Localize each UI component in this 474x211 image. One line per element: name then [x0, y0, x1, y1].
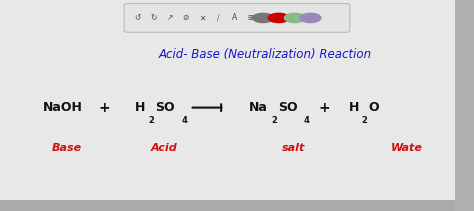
Circle shape [253, 13, 273, 23]
Text: Wate: Wate [391, 143, 423, 153]
Text: 2: 2 [362, 116, 367, 125]
Text: Na: Na [249, 101, 268, 114]
Circle shape [268, 13, 289, 23]
Text: ↗: ↗ [166, 14, 173, 22]
Text: SO: SO [155, 101, 174, 114]
Text: /: / [217, 14, 219, 22]
Text: ⊘: ⊘ [182, 14, 189, 22]
Text: SO: SO [278, 101, 298, 114]
FancyBboxPatch shape [124, 4, 350, 32]
Text: 2: 2 [148, 116, 154, 125]
Text: A: A [231, 14, 237, 22]
Circle shape [300, 13, 321, 23]
Text: H: H [348, 101, 359, 114]
Text: NaOH: NaOH [43, 101, 82, 114]
Text: H: H [135, 101, 146, 114]
Text: ↻: ↻ [150, 14, 157, 22]
Text: Acid: Acid [150, 143, 177, 153]
Text: Acid- Base (Neutralization) Reaction: Acid- Base (Neutralization) Reaction [159, 48, 372, 61]
Text: ✕: ✕ [199, 14, 205, 22]
Text: salt: salt [282, 143, 305, 153]
Text: ↺: ↺ [134, 14, 141, 22]
Text: Base: Base [52, 143, 82, 153]
Bar [455, 0, 474, 211]
Circle shape [284, 13, 305, 23]
Text: 2: 2 [272, 116, 277, 125]
Bar [0, 200, 474, 211]
Text: 4: 4 [182, 116, 187, 125]
Text: 4: 4 [304, 116, 310, 125]
Text: +: + [99, 101, 110, 115]
Text: O: O [368, 101, 379, 114]
Text: ⊞: ⊞ [247, 14, 254, 22]
Text: +: + [319, 101, 330, 115]
